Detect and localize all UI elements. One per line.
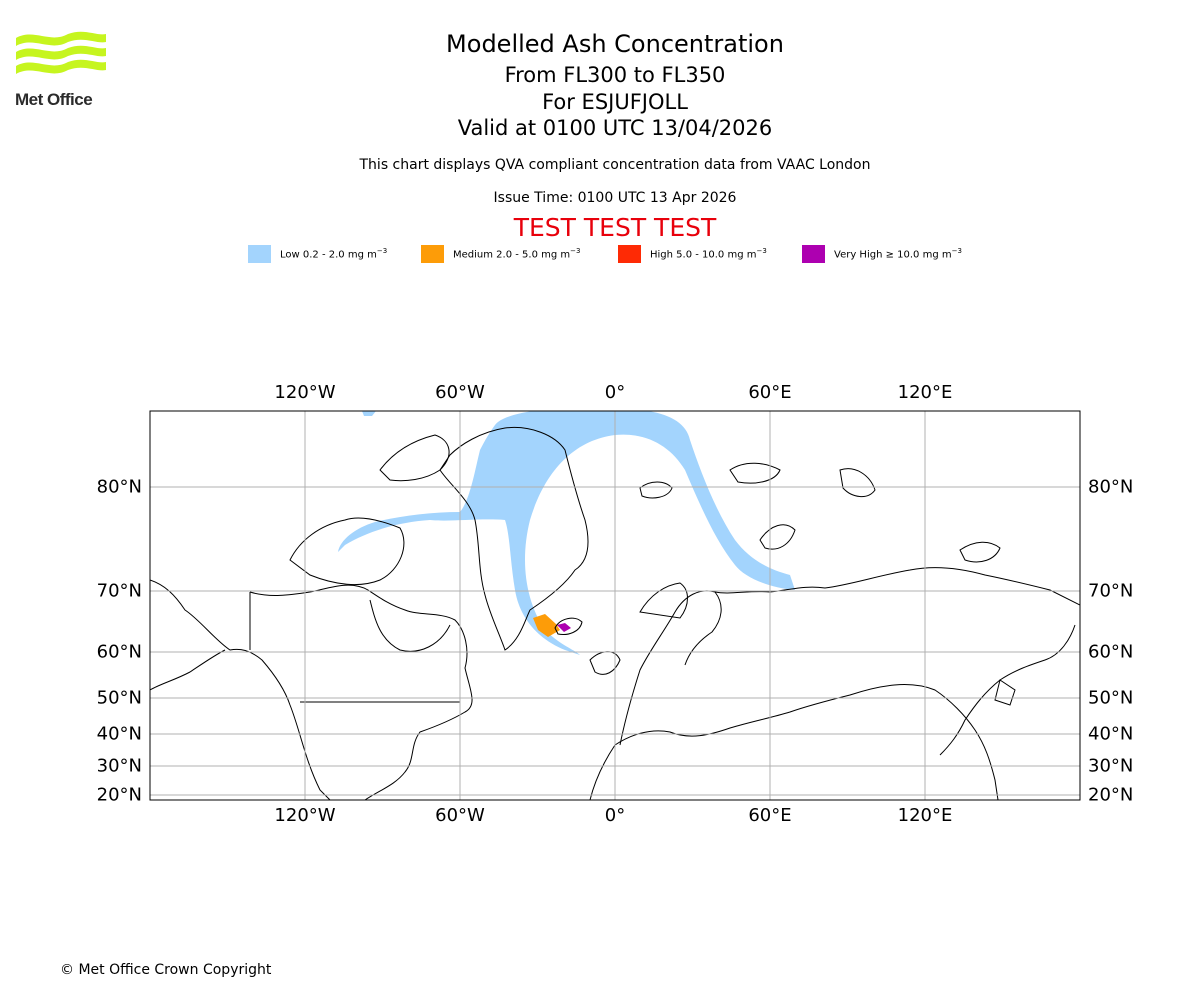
lon-label-top-120e: 120°E — [897, 382, 953, 403]
lat-label-right-20n: 20°N — [1088, 784, 1134, 806]
logo-text: Met Office — [15, 90, 93, 109]
lon-label-bottom-0: 0° — [604, 805, 626, 826]
compliance-note: This chart displays QVA compliant concen… — [359, 157, 871, 173]
met-office-wave-icon — [16, 31, 106, 74]
legend-swatch-very-high — [802, 245, 825, 263]
lat-label-right-60n: 60°N — [1088, 641, 1134, 663]
flight-levels: From FL300 to FL350 — [504, 63, 726, 87]
lat-label-right-70n: 70°N — [1088, 580, 1134, 602]
lon-label-top-0: 0° — [604, 382, 626, 403]
legend-swatch-high — [618, 245, 641, 263]
lat-label-right-30n: 30°N — [1088, 755, 1134, 777]
lon-label-bottom-120e: 120°E — [897, 805, 953, 826]
legend-label-low: Low 0.2 - 2.0 mg m — [280, 249, 377, 261]
lon-label-top-60e: 60°E — [748, 382, 792, 403]
legend-exp-very-high: −3 — [951, 247, 962, 255]
lon-label-top-60w: 60°W — [435, 382, 485, 403]
valid-time: Valid at 0100 UTC 13/04/2026 — [457, 116, 773, 140]
test-banner: TEST TEST TEST — [513, 213, 717, 242]
lon-label-bottom-120w: 120°W — [274, 805, 336, 826]
lat-label-left-70n: 70°N — [96, 580, 142, 602]
lat-label-right-40n: 40°N — [1088, 723, 1134, 745]
lon-label-bottom-60e: 60°E — [748, 805, 792, 826]
lat-label-left-20n: 20°N — [96, 784, 142, 806]
lat-label-right-50n: 50°N — [1088, 687, 1134, 709]
graticule — [150, 411, 1080, 800]
lat-label-left-50n: 50°N — [96, 687, 142, 709]
ash-area-very-high — [557, 623, 571, 632]
legend-exp-low: −3 — [376, 247, 388, 255]
legend-swatch-low — [248, 245, 271, 263]
lat-label-left-80n: 80°N — [96, 476, 142, 498]
issue-time: Issue Time: 0100 UTC 13 Apr 2026 — [493, 190, 737, 206]
legend-exp-high: −3 — [756, 247, 767, 255]
lat-label-left-60n: 60°N — [96, 641, 142, 663]
legend-label-very-high: Very High ≥ 10.0 mg m — [834, 249, 952, 261]
copyright: © Met Office Crown Copyright — [60, 962, 272, 978]
legend-swatch-medium — [421, 245, 444, 263]
ash-area-medium — [533, 614, 560, 637]
legend-exp-medium: −3 — [570, 247, 581, 255]
lat-label-left-40n: 40°N — [96, 723, 142, 745]
chart-title: Modelled Ash Concentration — [446, 30, 784, 58]
legend-label-medium: Medium 2.0 - 5.0 mg m — [453, 249, 571, 261]
lat-label-left-30n: 30°N — [96, 755, 142, 777]
met-office-logo: Met Office — [14, 28, 108, 112]
lon-label-bottom-60w: 60°W — [435, 805, 485, 826]
lat-label-right-80n: 80°N — [1088, 476, 1134, 498]
map-frame — [149, 410, 1081, 801]
ash-fragment-low — [362, 411, 376, 416]
lon-label-top-120w: 120°W — [274, 382, 336, 403]
volcano-name: For ESJUFJOLL — [542, 90, 688, 114]
legend-label-high: High 5.0 - 10.0 mg m — [650, 249, 757, 261]
